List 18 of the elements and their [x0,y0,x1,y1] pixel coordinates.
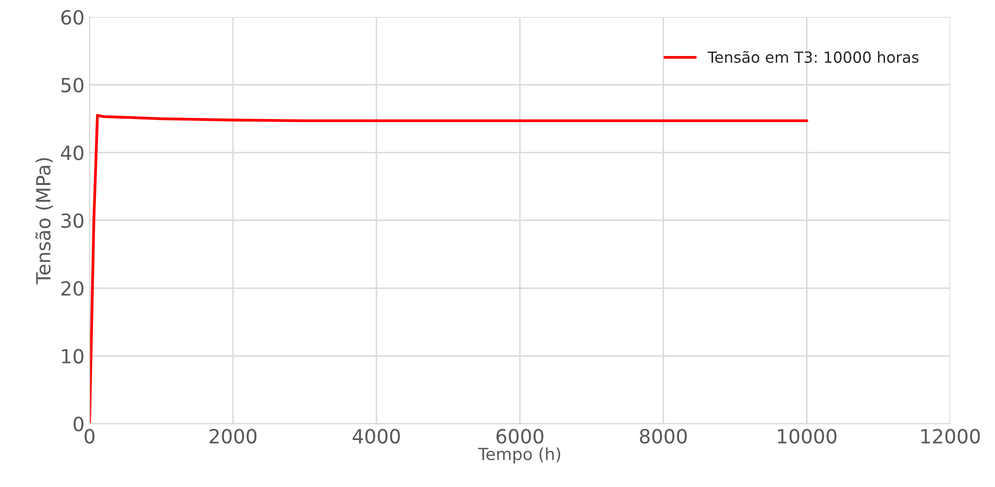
x-tick-label: 4000 [352,428,400,444]
x-axis-title: Tempo (h) [478,447,560,464]
y-tick-label: 50 [61,78,84,92]
y-tick-label: 60 [61,10,84,25]
x-tick-label: 12000 [921,428,980,444]
line-series [90,114,808,424]
y-tick-label: 10 [62,348,84,364]
y-tick-label: 20 [61,281,84,296]
x-tick-label: 2000 [210,428,256,444]
x-tick-label: 8000 [640,428,687,444]
x-tick-label: 6000 [496,428,544,444]
x-tick-label: 10000 [778,428,836,444]
legend-label: Tensão em T3: 10000 horas [708,50,919,63]
y-tick-label: 0 [74,416,84,432]
y-tick-label: 40 [60,146,84,160]
y-tick-label: 30 [61,213,84,228]
x-tick-label: 0 [84,428,94,444]
y-axis-title: Tensão (MPa) [35,158,53,284]
